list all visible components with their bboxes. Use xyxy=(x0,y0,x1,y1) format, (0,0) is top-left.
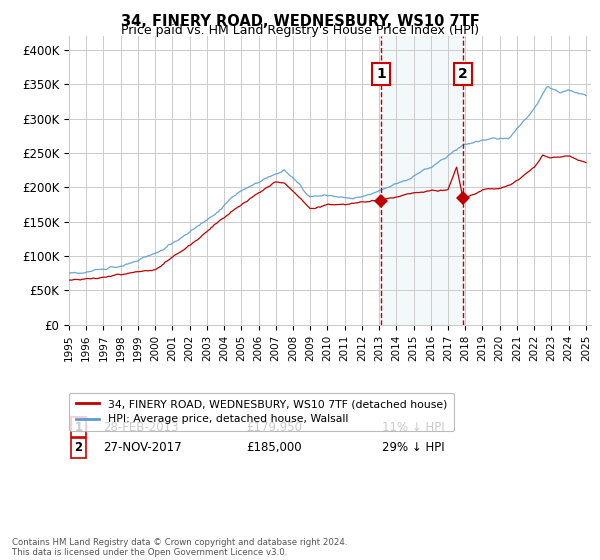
Text: Contains HM Land Registry data © Crown copyright and database right 2024.
This d: Contains HM Land Registry data © Crown c… xyxy=(12,538,347,557)
Bar xyxy=(381,36,463,325)
Text: 2: 2 xyxy=(74,441,82,455)
Text: £179,950: £179,950 xyxy=(247,421,302,433)
Text: 11% ↓ HPI: 11% ↓ HPI xyxy=(382,421,445,433)
Text: 34, FINERY ROAD, WEDNESBURY, WS10 7TF: 34, FINERY ROAD, WEDNESBURY, WS10 7TF xyxy=(121,14,479,29)
Text: 29% ↓ HPI: 29% ↓ HPI xyxy=(382,441,445,455)
Text: 2: 2 xyxy=(458,67,468,81)
Legend: 34, FINERY ROAD, WEDNESBURY, WS10 7TF (detached house), HPI: Average price, deta: 34, FINERY ROAD, WEDNESBURY, WS10 7TF (d… xyxy=(69,393,454,431)
Text: 1: 1 xyxy=(376,67,386,81)
Text: £185,000: £185,000 xyxy=(247,441,302,455)
Text: Price paid vs. HM Land Registry's House Price Index (HPI): Price paid vs. HM Land Registry's House … xyxy=(121,24,479,37)
Text: 1: 1 xyxy=(74,421,82,433)
Text: 27-NOV-2017: 27-NOV-2017 xyxy=(103,441,182,455)
Text: 28-FEB-2013: 28-FEB-2013 xyxy=(103,421,178,433)
